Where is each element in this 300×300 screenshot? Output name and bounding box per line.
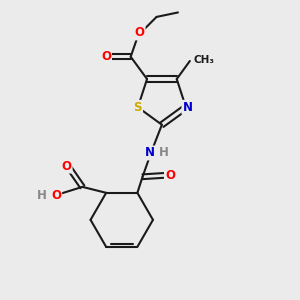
Text: O: O: [135, 26, 145, 40]
Text: O: O: [61, 160, 72, 172]
Text: S: S: [134, 101, 142, 114]
Text: H: H: [37, 189, 47, 202]
Text: O: O: [165, 169, 175, 182]
Text: H: H: [159, 146, 169, 159]
Text: O: O: [51, 189, 61, 202]
Text: CH₃: CH₃: [194, 55, 214, 64]
Text: O: O: [101, 50, 111, 63]
Text: N: N: [182, 101, 192, 114]
Text: N: N: [145, 146, 155, 160]
